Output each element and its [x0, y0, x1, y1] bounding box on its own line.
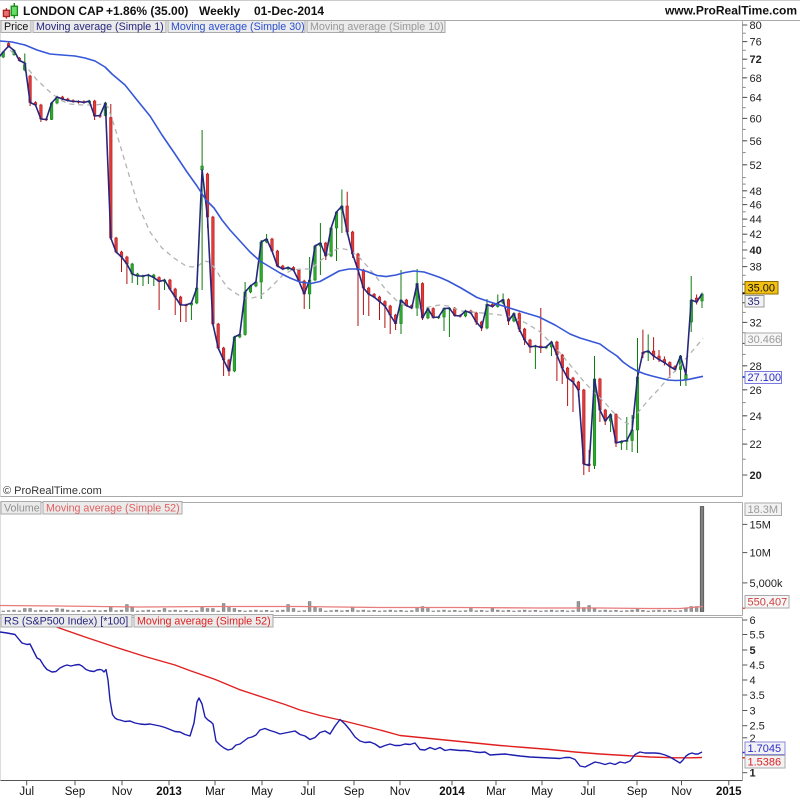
- svg-text:Weekly: Weekly: [199, 4, 240, 18]
- svg-text:Volume: Volume: [4, 503, 40, 515]
- svg-text:38: 38: [750, 262, 762, 274]
- svg-text:2015: 2015: [716, 786, 742, 798]
- svg-text:42: 42: [750, 229, 762, 241]
- svg-text:20: 20: [750, 470, 762, 482]
- svg-text:4: 4: [750, 675, 756, 687]
- svg-text:46: 46: [750, 200, 762, 212]
- svg-text:48: 48: [750, 186, 762, 198]
- svg-text:Moving average (Simple 1): Moving average (Simple 1): [36, 21, 164, 33]
- svg-text:2013: 2013: [156, 786, 182, 798]
- svg-text:5.5: 5.5: [750, 630, 765, 642]
- svg-text:May: May: [531, 786, 553, 798]
- svg-text:Sep: Sep: [627, 786, 647, 798]
- svg-text:15M: 15M: [750, 519, 771, 531]
- svg-text:72: 72: [750, 54, 762, 66]
- svg-text:32: 32: [750, 317, 762, 329]
- svg-text:1.7045: 1.7045: [748, 743, 782, 755]
- svg-text:Nov: Nov: [112, 786, 133, 798]
- svg-text:2: 2: [750, 733, 756, 745]
- svg-text:26: 26: [750, 385, 762, 397]
- svg-text:27.100: 27.100: [748, 372, 782, 384]
- svg-text:10M: 10M: [750, 548, 771, 560]
- svg-text:18.3M: 18.3M: [748, 504, 779, 516]
- svg-text:35.00: 35.00: [748, 283, 776, 295]
- svg-text:Moving average (Simple 52): Moving average (Simple 52): [137, 616, 271, 628]
- svg-text:28: 28: [750, 361, 762, 373]
- svg-text:2014: 2014: [439, 786, 465, 798]
- svg-text:550,407: 550,407: [748, 597, 788, 609]
- svg-text:68: 68: [750, 73, 762, 85]
- svg-text:30.466: 30.466: [748, 334, 782, 346]
- svg-text:Jul: Jul: [301, 786, 316, 798]
- svg-text:35: 35: [748, 296, 760, 308]
- svg-text:1: 1: [750, 768, 756, 780]
- svg-text:Jul: Jul: [581, 786, 596, 798]
- svg-text:3.5: 3.5: [750, 690, 765, 702]
- svg-text:52: 52: [750, 160, 762, 172]
- svg-text:+1.86% (35.00): +1.86% (35.00): [106, 4, 188, 18]
- svg-text:Mar: Mar: [205, 786, 225, 798]
- svg-text:4.5: 4.5: [750, 660, 765, 672]
- svg-text:LONDON CAP: LONDON CAP: [23, 4, 104, 18]
- svg-text:Nov: Nov: [671, 786, 692, 798]
- svg-text:2.5: 2.5: [750, 721, 765, 733]
- svg-text:Jul: Jul: [19, 786, 34, 798]
- svg-text:Price: Price: [4, 21, 28, 33]
- svg-text:6: 6: [750, 615, 756, 627]
- svg-text:40: 40: [750, 245, 762, 257]
- svg-text:Nov: Nov: [390, 786, 411, 798]
- svg-text:60: 60: [750, 113, 762, 125]
- svg-text:80: 80: [750, 20, 762, 32]
- svg-text:22: 22: [750, 439, 762, 451]
- svg-text:1.5386: 1.5386: [748, 757, 782, 769]
- svg-text:Moving average (Simple 10): Moving average (Simple 10): [310, 21, 444, 33]
- svg-text:64: 64: [750, 92, 762, 104]
- svg-text:56: 56: [750, 136, 762, 148]
- svg-text:© ProRealTime.com: © ProRealTime.com: [3, 485, 102, 497]
- svg-text:www.ProRealTime.com: www.ProRealTime.com: [664, 4, 797, 18]
- svg-text:Moving average (Simple 30): Moving average (Simple 30): [171, 21, 305, 33]
- svg-text:Sep: Sep: [65, 786, 85, 798]
- svg-text:Moving average (Simple 52): Moving average (Simple 52): [46, 503, 180, 515]
- svg-text:Sep: Sep: [344, 786, 364, 798]
- svg-text:01-Dec-2014: 01-Dec-2014: [254, 4, 324, 18]
- svg-text:3: 3: [750, 706, 756, 718]
- svg-text:76: 76: [750, 37, 762, 49]
- svg-text:5: 5: [750, 645, 756, 657]
- svg-text:44: 44: [750, 214, 762, 226]
- svg-text:24: 24: [750, 411, 762, 423]
- svg-text:RS (S&P500 Index) [*100]: RS (S&P500 Index) [*100]: [4, 616, 128, 628]
- svg-text:Mar: Mar: [486, 786, 506, 798]
- svg-text:5,000k: 5,000k: [750, 578, 784, 590]
- svg-text:May: May: [251, 786, 273, 798]
